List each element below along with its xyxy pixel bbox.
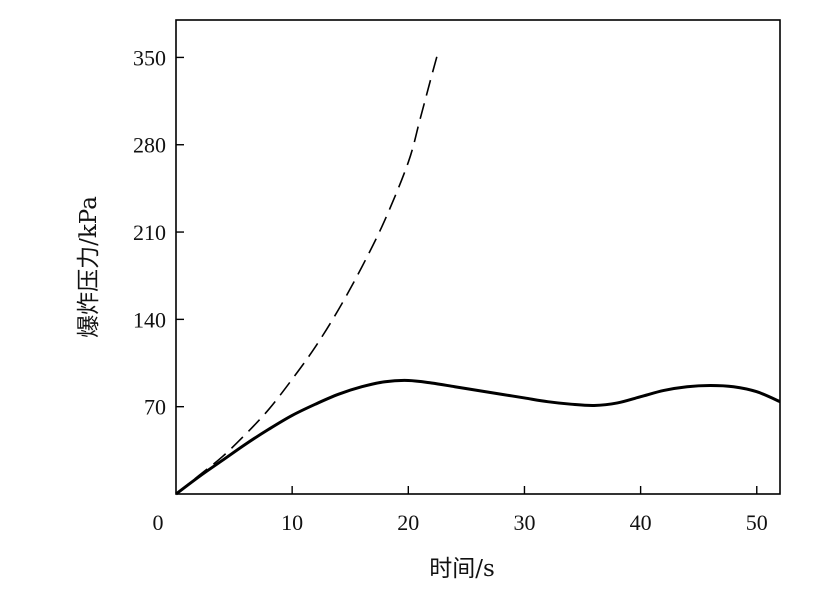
x-tick-label: 0	[153, 510, 164, 535]
y-axis-label: 爆炸压力/kPa	[76, 196, 102, 338]
plot-frame	[175, 19, 781, 495]
series-line-solid	[175, 378, 781, 496]
y-tick-label: 280	[133, 133, 166, 158]
x-tick-label: 30	[513, 510, 535, 535]
y-tick-label: 350	[133, 45, 166, 70]
y-tick-label: 140	[133, 307, 166, 332]
y-tick-label: 210	[133, 220, 166, 245]
x-tick-label: 50	[746, 510, 768, 535]
x-tick-label: 10	[281, 510, 303, 535]
x-axis-ticks: 0 10 20 30 40 50	[153, 486, 768, 535]
x-tick-label: 40	[630, 510, 652, 535]
y-axis-ticks: 70 140 210 280 350	[133, 45, 184, 420]
x-axis-label: 时间/s	[429, 556, 495, 582]
x-tick-label: 20	[397, 510, 419, 535]
y-tick-label: 70	[144, 395, 166, 420]
series-line-dashed	[175, 54, 439, 495]
series-layer	[175, 54, 781, 496]
